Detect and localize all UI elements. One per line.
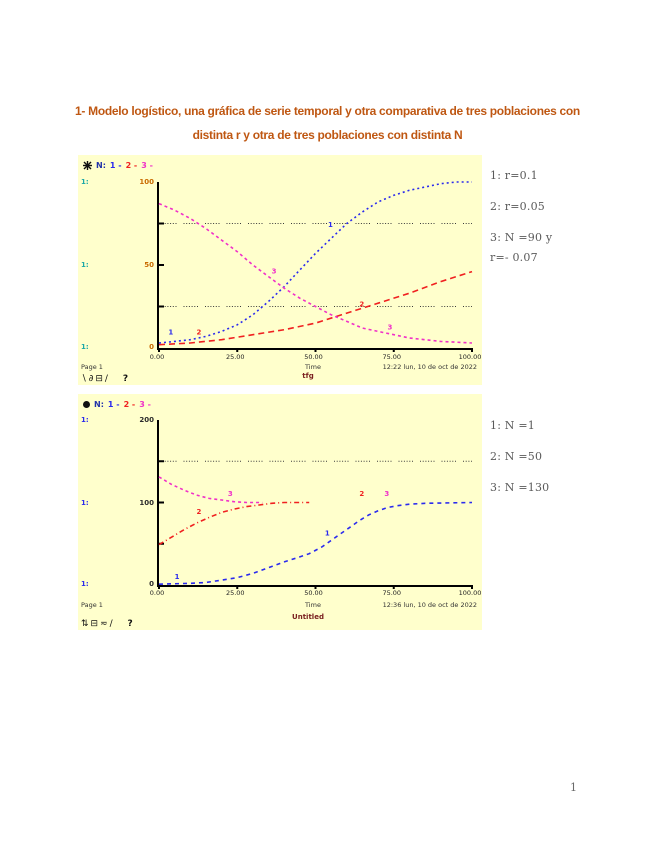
svg-text:2: 2 xyxy=(359,490,364,498)
chart1-toolbar: ∖∂⊟∕ ? xyxy=(81,374,128,384)
chart1-plot-area: 1 2 3 1 2 3 xyxy=(157,181,473,352)
document-title: 1- Modelo logístico, una gráfica de seri… xyxy=(40,99,615,147)
chart1-annotations: 1: r=0.1 2: r=0.05 3: N =90 y r=- 0.07 xyxy=(490,170,610,264)
chart2-graph-title: Untitled xyxy=(292,613,324,621)
legend-series-3: 3 - xyxy=(141,161,153,170)
svg-text:1: 1 xyxy=(168,329,173,337)
y-axis-label-min: 0 xyxy=(149,580,154,588)
chart1-footer: Page 1 Time 12:22 lun, 10 de oct de 2022 xyxy=(81,363,479,373)
scale-prefix: 1: xyxy=(81,343,89,351)
scale-prefix: 1: xyxy=(81,416,89,424)
legend-variable-label: N: xyxy=(96,161,106,170)
chart1-time-series-r: N: 1 - 2 - 3 - 1: 1: 1: 100 50 0 1 2 3 1 2 3 … xyxy=(78,155,482,385)
y-axis-label-max: 100 xyxy=(139,178,154,186)
legend-series-1: 1 - xyxy=(109,161,122,170)
x-axis-title: Time xyxy=(305,363,321,371)
scale-prefix: 1: xyxy=(81,178,89,186)
svg-text:1: 1 xyxy=(175,573,180,581)
legend-series-2: 2 - xyxy=(125,161,138,170)
svg-text:3: 3 xyxy=(387,324,392,332)
legend-series-1: 1 - xyxy=(107,400,120,409)
annotation-line: r=- 0.07 xyxy=(490,251,538,264)
timestamp: 12:36 lun, 10 de oct de 2022 xyxy=(382,601,477,609)
help-icon: ? xyxy=(122,374,129,384)
annotation-line: 2: N =50 xyxy=(490,450,543,463)
scale-prefix: 1: xyxy=(81,261,89,269)
x-tick-label: 0.00 xyxy=(149,589,165,597)
x-tick-label: 0.00 xyxy=(149,353,165,361)
annotation-line: 2: r=0.05 xyxy=(490,200,545,213)
page-label: Page 1 xyxy=(81,601,103,609)
chart1-x-axis-labels: 0.00 25.00 50.00 75.00 100.00 xyxy=(150,353,482,363)
x-tick-label: 75.00 xyxy=(382,353,402,361)
dot-icon xyxy=(83,401,90,408)
y-axis-label-max: 200 xyxy=(139,416,154,424)
y-axis-label-min: 0 xyxy=(149,343,154,351)
x-tick-label: 100.00 xyxy=(458,589,482,597)
graph-tools-icons: ∖∂⊟∕ xyxy=(81,374,110,384)
legend-variable-label: N: xyxy=(94,400,104,409)
document-title-line1: 1- Modelo logístico, una gráfica de seri… xyxy=(75,104,580,118)
legend-series-3: 3 - xyxy=(139,400,151,409)
svg-text:3: 3 xyxy=(384,490,389,498)
chart2-x-axis-labels: 0.00 25.00 50.00 75.00 100.00 xyxy=(150,589,482,599)
chart2-toolbar: ⇅⊟≂∕ ? xyxy=(81,619,133,629)
x-tick-label: 25.00 xyxy=(225,353,245,361)
chart1-curves: 1 2 3 1 2 3 xyxy=(158,181,473,352)
x-axis-title: Time xyxy=(305,601,321,609)
page-label: Page 1 xyxy=(81,363,103,371)
timestamp: 12:22 lun, 10 de oct de 2022 xyxy=(382,363,477,371)
chart1-legend: N: 1 - 2 - 3 - xyxy=(83,161,153,170)
svg-text:3: 3 xyxy=(272,267,277,275)
annotation-line: 3: N =90 y xyxy=(490,231,553,244)
legend-series-2: 2 - xyxy=(123,400,136,409)
x-tick-label: 50.00 xyxy=(304,353,323,361)
chart2-annotations: 1: N =1 2: N =50 3: N =130 xyxy=(490,420,610,494)
scale-prefix: 1: xyxy=(81,499,89,507)
annotation-line: 1: N =1 xyxy=(490,419,535,432)
chart2-time-series-n: N: 1 - 2 - 3 - 1: 1: 1: 200 100 0 1 2 3 1 2 3… xyxy=(78,394,482,630)
x-tick-label: 75.00 xyxy=(382,589,402,597)
x-tick-label: 100.00 xyxy=(458,353,482,361)
svg-text:2: 2 xyxy=(197,329,202,337)
chart2-footer: Page 1 Time 12:36 lun, 10 de oct de 2022 xyxy=(81,601,479,611)
svg-text:2: 2 xyxy=(197,508,202,516)
help-icon: ? xyxy=(127,619,133,629)
star-icon xyxy=(83,161,92,170)
svg-text:1: 1 xyxy=(325,530,330,538)
scale-prefix: 1: xyxy=(81,580,89,588)
x-tick-label: 50.00 xyxy=(304,589,323,597)
svg-text:1: 1 xyxy=(328,221,333,229)
page-number: 1 xyxy=(570,781,577,794)
chart2-legend: N: 1 - 2 - 3 - xyxy=(83,400,151,409)
chart2-curves: 1 2 3 1 2 3 xyxy=(158,460,473,589)
chart1-graph-title: tfg xyxy=(302,372,314,380)
annotation-line: 3: N =130 xyxy=(490,481,550,494)
annotation-line: 1: r=0.1 xyxy=(490,169,538,182)
svg-text:2: 2 xyxy=(359,301,364,309)
graph-tools-icons: ⇅⊟≂∕ xyxy=(81,619,115,629)
y-axis-label-mid: 50 xyxy=(144,261,154,269)
document-title-line2: distinta r y otra de tres poblaciones co… xyxy=(192,128,463,142)
svg-text:3: 3 xyxy=(228,490,233,498)
x-tick-label: 25.00 xyxy=(225,589,245,597)
y-axis-label-mid: 100 xyxy=(139,499,154,507)
chart2-plot-area: 1 2 3 1 2 3 xyxy=(157,420,473,589)
